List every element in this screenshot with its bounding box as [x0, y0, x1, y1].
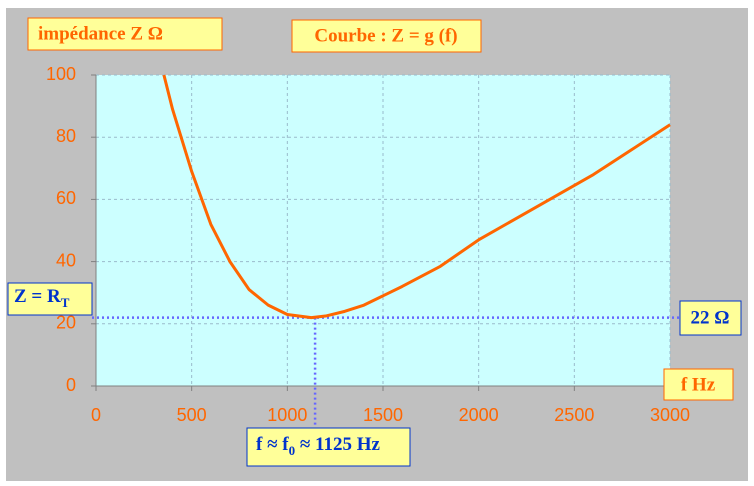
- rt-box: [7, 282, 93, 316]
- x-tick-label: 0: [91, 405, 101, 425]
- f0-label: f ≈ f0 ≈ 1125 Hz: [256, 434, 381, 458]
- value-box: [679, 300, 742, 336]
- y-tick-label: 40: [56, 250, 76, 270]
- title-box: [291, 19, 482, 53]
- x-axis-label: f Hz: [681, 374, 716, 395]
- y-tick-label: 20: [56, 313, 76, 333]
- y-tick-label: 100: [46, 64, 76, 84]
- x-tick-label: 1500: [363, 405, 403, 425]
- x-label-box: [663, 368, 734, 401]
- f0-sub: 0: [289, 443, 296, 458]
- x-tick-label: 500: [177, 405, 207, 425]
- rt-main: Z = R: [14, 286, 61, 307]
- y-label-box: [27, 17, 223, 51]
- x-tick-label: 1000: [267, 405, 307, 425]
- x-tick-label: 2000: [459, 405, 499, 425]
- chart-title: Courbe : Z = g (f): [314, 25, 457, 46]
- value-label: 22 Ω: [691, 307, 730, 328]
- y-axis-label: impédance Z Ω: [38, 23, 163, 44]
- f0-box: [246, 427, 411, 467]
- y-tick-label: 60: [56, 188, 76, 208]
- y-tick-label: 80: [56, 126, 76, 146]
- rt-sub: T: [61, 295, 70, 310]
- y-tick-label: 0: [66, 375, 76, 395]
- rt-label: Z = RT: [14, 286, 70, 310]
- series-line: [162, 74, 671, 320]
- f0-b: ≈ 1125 Hz: [295, 434, 380, 455]
- x-tick-label: 2500: [554, 405, 594, 425]
- f0-a: f ≈ f: [256, 434, 289, 455]
- x-tick-label: 3000: [650, 405, 690, 425]
